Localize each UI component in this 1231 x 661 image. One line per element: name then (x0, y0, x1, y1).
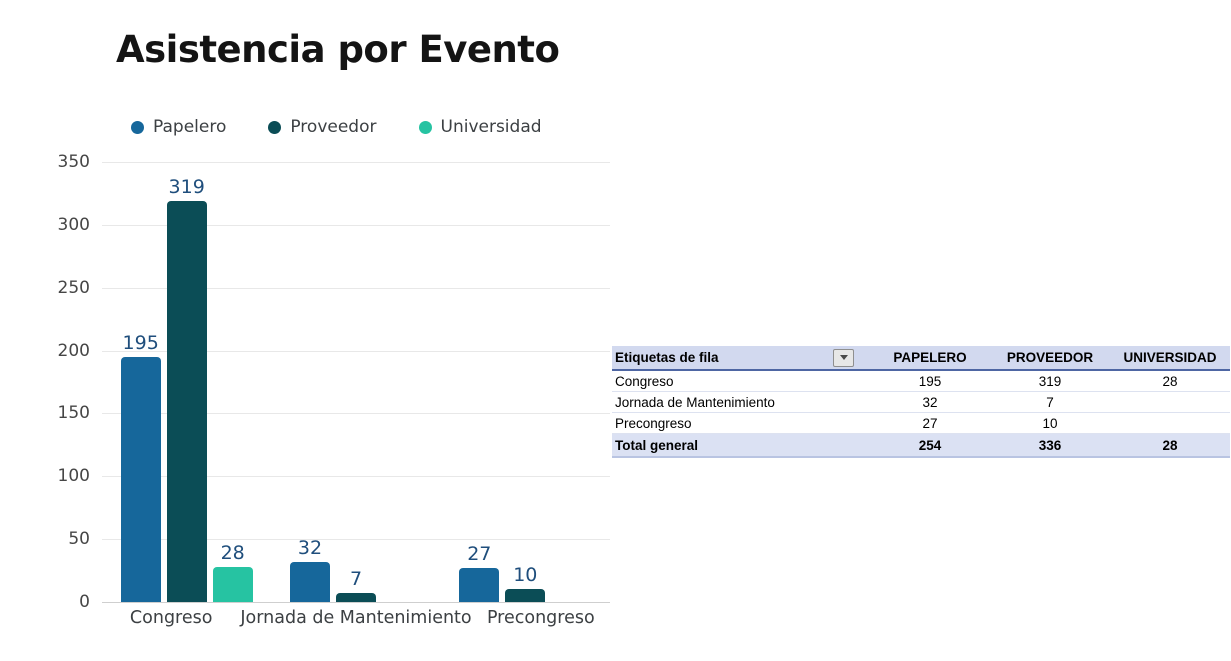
pivot-header-row-label-cell[interactable]: Etiquetas de fila (612, 348, 870, 367)
legend-dot-icon (131, 120, 144, 134)
pivot-value-cell[interactable]: 10 (1042, 415, 1058, 431)
legend-label: Universidad (440, 117, 542, 137)
pivot-data-row: Precongreso 27 10 (612, 413, 1230, 434)
filter-dropdown-button[interactable] (833, 348, 854, 367)
bar-slot: 319 (166, 176, 207, 602)
gridline-350 (102, 162, 610, 163)
legend-label: Papelero (153, 117, 227, 137)
pivot-total-value-cell[interactable]: 336 (1038, 437, 1062, 453)
gridline-200 (102, 350, 610, 352)
gridline-150 (102, 413, 610, 415)
bar-groups: 195 319 28 32 7 27 10 (102, 162, 610, 602)
y-axis-tick-label: 150 (57, 403, 90, 424)
pivot-table: Etiquetas de fila PAPELERO PROVEEDOR UNIVER… (612, 346, 1230, 458)
bar-slot: 7 (335, 568, 376, 602)
bar-slot: 195 (120, 332, 161, 602)
pivot-value-cell[interactable]: 195 (918, 373, 942, 389)
gridline-300 (102, 224, 610, 226)
legend-item-proveedor: Proveedor (268, 117, 377, 137)
x-axis-category-label: Precongreso (486, 608, 595, 628)
pivot-value-cell[interactable]: 28 (1162, 373, 1178, 389)
plot-area: 350 300 250 200 150 100 50 0 195 319 28 32 7 27 10 (58, 152, 610, 612)
gridline-50 (102, 539, 610, 541)
bar-papelero-3: 27 (459, 543, 500, 602)
pivot-column-header[interactable]: PROVEEDOR (1006, 350, 1094, 365)
y-axis-tick-label: 0 (79, 592, 90, 612)
bar-proveedor-1: 319 (166, 176, 207, 602)
y-axis-tick-label: 50 (68, 529, 90, 550)
bar-value-label: 32 (297, 536, 323, 559)
pivot-total-label[interactable]: Total general (615, 437, 699, 453)
chart-legend: Papelero Proveedor Universidad (131, 117, 542, 137)
legend-dot-icon (418, 120, 432, 134)
bar-slot: 32 (289, 537, 330, 602)
bar-value-label: 195 (122, 331, 159, 354)
bar-group-3: 27 10 (441, 162, 610, 602)
y-axis-tick-label: 300 (57, 214, 90, 235)
chart-title: Asistencia por Evento (116, 28, 560, 71)
pivot-total-value-cell[interactable]: 28 (1162, 437, 1178, 453)
legend-dot-icon (268, 120, 282, 134)
dropdown-arrow-icon (839, 355, 848, 360)
gridline-250 (102, 287, 610, 289)
pivot-value-cell[interactable]: 27 (922, 415, 938, 431)
y-axis-tick-label: 350 (57, 152, 90, 172)
y-axis-tick-label: 250 (57, 277, 90, 298)
pivot-total-row: Total general 254 336 28 (612, 434, 1230, 458)
x-axis-category-label: Jornada de Mantenimiento (240, 608, 472, 628)
gridline-100 (102, 476, 610, 478)
pivot-data-row: Congreso 195 319 28 (612, 371, 1230, 392)
bar-slot: 27 (459, 543, 500, 602)
pivot-value-cell[interactable]: 7 (1046, 394, 1054, 410)
bar-value-label: 28 (220, 541, 245, 564)
gridline-0 (102, 602, 610, 603)
y-axis-tick-label: 100 (57, 466, 90, 487)
pivot-header-row: Etiquetas de fila PAPELERO PROVEEDOR UNIVER… (612, 346, 1230, 371)
bar-papelero-1: 195 (120, 332, 161, 602)
bar-group-2: 32 7 (271, 162, 440, 602)
bar-value-label: 27 (467, 543, 492, 566)
bar-papelero-2: 32 (289, 537, 330, 602)
pivot-total-value-cell[interactable]: 254 (918, 437, 942, 453)
x-axis-labels: Congreso Jornada de Mantenimiento Precongr… (102, 608, 610, 628)
bar-proveedor-3: 10 (505, 564, 546, 602)
pivot-row-label[interactable]: Precongreso (615, 415, 692, 431)
bar-proveedor-2: 7 (335, 568, 376, 602)
x-axis-category-label: Congreso (129, 608, 213, 628)
legend-label: Proveedor (290, 117, 377, 137)
legend-item-universidad: Universidad (418, 117, 542, 137)
pivot-value-cell[interactable]: 32 (922, 394, 938, 410)
bar-universidad-1: 28 (212, 542, 253, 602)
pivot-row-label[interactable]: Jornada de Mantenimiento (615, 394, 775, 410)
bar-value-label: 10 (513, 564, 538, 587)
bar-slot: 10 (505, 564, 546, 602)
pivot-column-header[interactable]: PAPELERO (893, 350, 967, 365)
bar-group-1: 195 319 28 (102, 162, 271, 602)
pivot-column-header[interactable]: UNIVERSIDAD (1123, 350, 1217, 365)
pivot-row-label-header: Etiquetas de fila (615, 350, 719, 365)
pivot-value-cell[interactable]: 319 (1038, 373, 1062, 389)
bar-value-label: 7 (349, 568, 363, 591)
legend-item-papelero: Papelero (131, 117, 226, 137)
bar-slot: 28 (212, 542, 253, 602)
y-axis-tick-label: 200 (57, 340, 90, 361)
pivot-data-row: Jornada de Mantenimiento 32 7 (612, 392, 1230, 413)
pivot-row-label[interactable]: Congreso (615, 373, 674, 389)
bar-value-label: 319 (168, 176, 205, 198)
